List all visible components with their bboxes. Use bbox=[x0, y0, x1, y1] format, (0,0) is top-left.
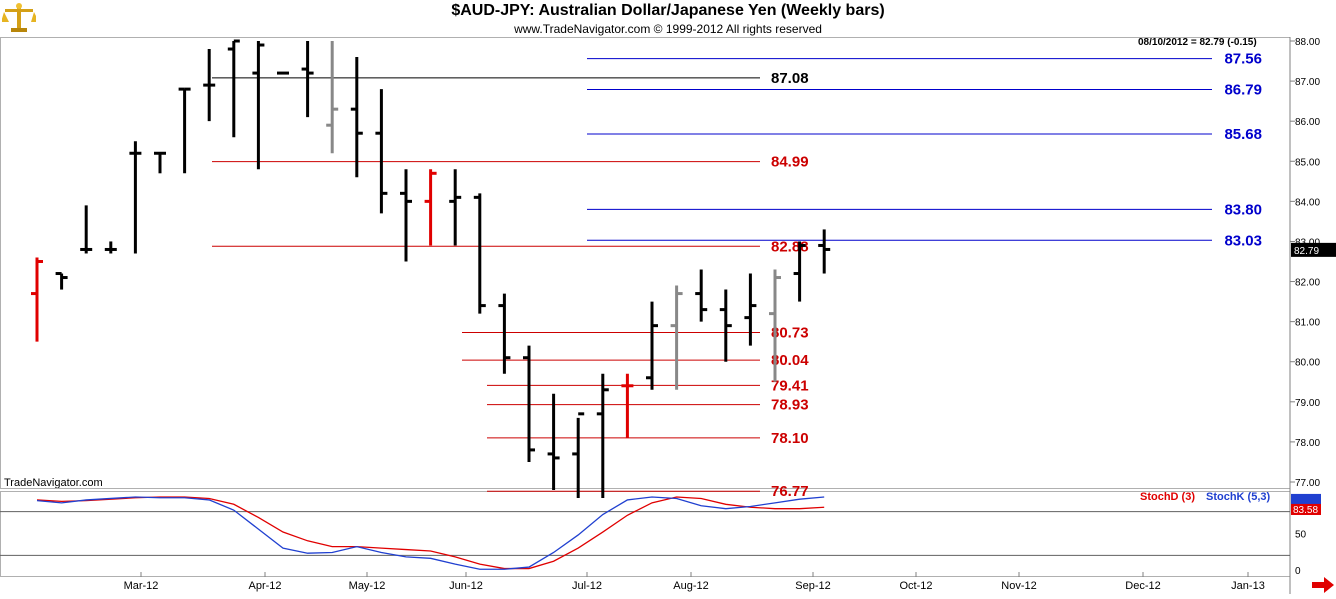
indicator-plot-frame bbox=[0, 491, 1291, 577]
stochd-legend: StochD (3) bbox=[1140, 491, 1195, 503]
stochd-value-label: 83.58 bbox=[1293, 505, 1318, 516]
x-tick-label: May-12 bbox=[349, 580, 386, 592]
level-label-83.03: 83.03 bbox=[1224, 232, 1262, 249]
price-plot-frame bbox=[0, 37, 1291, 489]
last-price-label: 82.79 bbox=[1294, 246, 1319, 257]
y-tick-label: 85.00 bbox=[1295, 157, 1320, 168]
x-tick-label: Oct-12 bbox=[899, 580, 932, 592]
y-tick-label: 79.00 bbox=[1295, 398, 1320, 409]
scroll-right-arrow-icon[interactable] bbox=[1310, 576, 1336, 594]
y-tick-label: 80.00 bbox=[1295, 358, 1320, 369]
y-tick-label: 77.00 bbox=[1295, 478, 1320, 489]
y-tick-label: 87.00 bbox=[1295, 77, 1320, 88]
level-label-83.80: 83.80 bbox=[1224, 201, 1262, 218]
level-label-76.77: 76.77 bbox=[771, 483, 809, 500]
level-label-87.08: 87.08 bbox=[771, 70, 809, 87]
y-tick-label: 86.00 bbox=[1295, 117, 1320, 128]
y-tick-label: 88.00 bbox=[1295, 37, 1320, 48]
level-label-79.41: 79.41 bbox=[771, 377, 809, 394]
stochk-line bbox=[36, 496, 825, 570]
x-tick-label: Jun-12 bbox=[449, 580, 483, 592]
last-price-marker bbox=[1291, 242, 1336, 257]
chart-title: $AUD-JPY: Australian Dollar/Japanese Yen… bbox=[451, 2, 885, 19]
level-label-80.73: 80.73 bbox=[771, 324, 809, 341]
x-tick-label: Jul-12 bbox=[572, 580, 602, 592]
x-tick-label: Apr-12 bbox=[248, 580, 281, 592]
y-tick-label: 78.00 bbox=[1295, 438, 1320, 449]
brand-label: TradeNavigator.com bbox=[4, 477, 103, 489]
level-label-85.68: 85.68 bbox=[1224, 126, 1262, 143]
y-tick-label: 81.00 bbox=[1295, 318, 1320, 329]
indicator-y-tick-label: 0 bbox=[1295, 566, 1301, 577]
x-tick-label: Nov-12 bbox=[1001, 580, 1036, 592]
level-label-86.79: 86.79 bbox=[1224, 82, 1262, 99]
level-label-78.10: 78.10 bbox=[771, 430, 809, 447]
copyright-notice: www.TradeNavigator.com © 1999-2012 All r… bbox=[514, 22, 822, 36]
level-label-87.56: 87.56 bbox=[1224, 51, 1262, 68]
stochk-legend: StochK (5,3) bbox=[1206, 491, 1271, 503]
stochd-line bbox=[36, 496, 825, 570]
stochd-value-flag bbox=[1291, 502, 1321, 515]
last-bar-readout: 08/10/2012 = 82.79 (-0.15) bbox=[1138, 37, 1257, 48]
level-label-84.99: 84.99 bbox=[771, 154, 809, 171]
y-tick-label: 84.00 bbox=[1295, 197, 1320, 208]
x-tick-label: Sep-12 bbox=[795, 580, 830, 592]
stochk-value-flag bbox=[1291, 493, 1321, 504]
level-label-80.04: 80.04 bbox=[771, 352, 809, 369]
x-tick-label: Dec-12 bbox=[1125, 580, 1160, 592]
x-tick-label: Aug-12 bbox=[673, 580, 708, 592]
indicator-y-tick-label: 50 bbox=[1295, 530, 1307, 541]
level-label-78.93: 78.93 bbox=[771, 397, 809, 414]
x-tick-label: Jan-13 bbox=[1231, 580, 1265, 592]
y-tick-label: 82.00 bbox=[1295, 278, 1320, 289]
x-tick-label: Mar-12 bbox=[124, 580, 159, 592]
